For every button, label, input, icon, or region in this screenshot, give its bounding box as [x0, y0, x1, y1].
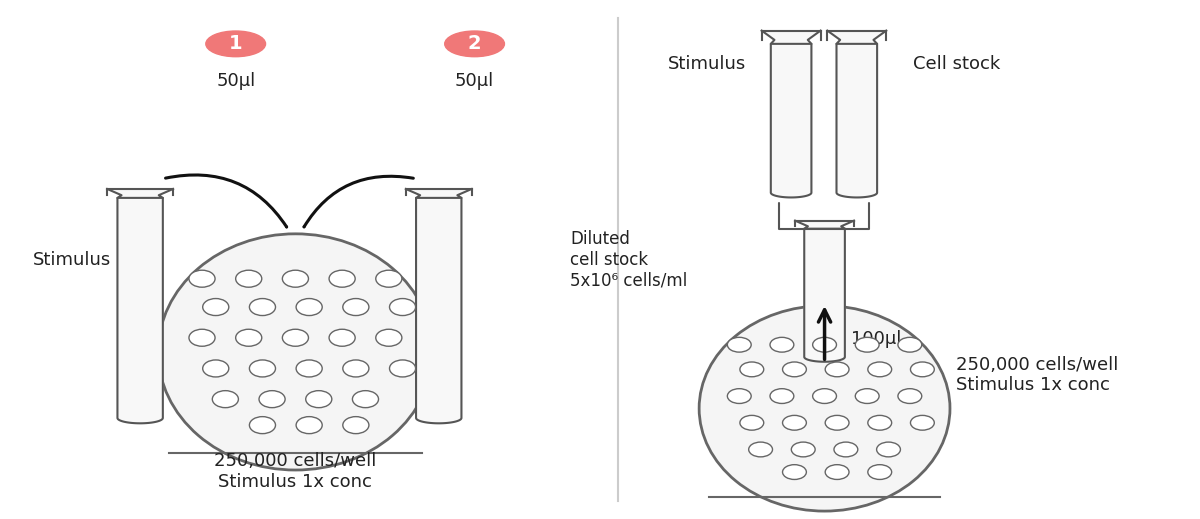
Ellipse shape: [296, 298, 323, 316]
Ellipse shape: [158, 234, 433, 470]
Ellipse shape: [770, 389, 794, 403]
Ellipse shape: [727, 337, 751, 352]
Ellipse shape: [343, 360, 368, 377]
Ellipse shape: [898, 389, 922, 403]
Ellipse shape: [782, 415, 806, 430]
Text: Stimulus: Stimulus: [667, 56, 745, 73]
Ellipse shape: [390, 298, 415, 316]
Ellipse shape: [250, 360, 276, 377]
Ellipse shape: [235, 270, 262, 287]
Ellipse shape: [749, 442, 773, 457]
Text: Cell stock: Cell stock: [913, 56, 1000, 73]
FancyArrowPatch shape: [304, 176, 413, 227]
Polygon shape: [107, 189, 173, 198]
Polygon shape: [796, 221, 854, 229]
FancyArrowPatch shape: [166, 175, 287, 227]
Ellipse shape: [343, 417, 368, 434]
Ellipse shape: [727, 389, 751, 403]
Ellipse shape: [868, 415, 892, 430]
Ellipse shape: [296, 417, 323, 434]
Text: 50μl: 50μl: [216, 72, 256, 90]
Ellipse shape: [343, 298, 368, 316]
Text: Diluted
cell stock
5x10⁶ cells/ml: Diluted cell stock 5x10⁶ cells/ml: [570, 230, 688, 289]
Ellipse shape: [203, 298, 229, 316]
Ellipse shape: [856, 337, 880, 352]
Polygon shape: [827, 31, 887, 44]
Ellipse shape: [812, 337, 836, 352]
Text: 1: 1: [229, 34, 242, 53]
Ellipse shape: [235, 329, 262, 346]
Circle shape: [445, 31, 504, 57]
Ellipse shape: [296, 360, 323, 377]
Ellipse shape: [791, 442, 815, 457]
Ellipse shape: [740, 362, 763, 377]
Text: 50μl: 50μl: [455, 72, 494, 90]
Polygon shape: [118, 198, 163, 424]
Ellipse shape: [353, 391, 378, 407]
Ellipse shape: [898, 337, 922, 352]
Ellipse shape: [856, 389, 880, 403]
Text: 250,000 cells/well
Stimulus 1x conc: 250,000 cells/well Stimulus 1x conc: [215, 452, 377, 490]
Ellipse shape: [826, 415, 850, 430]
Ellipse shape: [376, 329, 402, 346]
Polygon shape: [762, 31, 821, 44]
Ellipse shape: [782, 465, 806, 480]
Ellipse shape: [329, 270, 355, 287]
Polygon shape: [836, 44, 877, 197]
Ellipse shape: [740, 415, 763, 430]
Ellipse shape: [259, 391, 286, 407]
Polygon shape: [406, 189, 472, 198]
Ellipse shape: [868, 362, 892, 377]
Text: 250,000 cells/well
Stimulus 1x conc: 250,000 cells/well Stimulus 1x conc: [956, 356, 1118, 394]
Ellipse shape: [826, 362, 850, 377]
Ellipse shape: [782, 362, 806, 377]
Text: 2: 2: [468, 34, 481, 53]
Ellipse shape: [282, 329, 308, 346]
Circle shape: [206, 31, 265, 57]
Ellipse shape: [877, 442, 900, 457]
Polygon shape: [770, 44, 811, 197]
Ellipse shape: [329, 329, 355, 346]
Polygon shape: [416, 198, 462, 424]
Ellipse shape: [188, 329, 215, 346]
Ellipse shape: [812, 389, 836, 403]
Ellipse shape: [203, 360, 229, 377]
Ellipse shape: [911, 415, 935, 430]
Ellipse shape: [306, 391, 332, 407]
Ellipse shape: [700, 306, 950, 511]
Ellipse shape: [868, 465, 892, 480]
Ellipse shape: [911, 362, 935, 377]
Ellipse shape: [250, 417, 276, 434]
Ellipse shape: [834, 442, 858, 457]
Text: 100μl: 100μl: [851, 330, 901, 348]
Polygon shape: [804, 229, 845, 362]
Ellipse shape: [390, 360, 415, 377]
Ellipse shape: [376, 270, 402, 287]
Ellipse shape: [250, 298, 276, 316]
Ellipse shape: [282, 270, 308, 287]
Ellipse shape: [770, 337, 794, 352]
Text: Stimulus: Stimulus: [32, 251, 110, 268]
Ellipse shape: [212, 391, 239, 407]
Ellipse shape: [826, 465, 850, 480]
Ellipse shape: [188, 270, 215, 287]
